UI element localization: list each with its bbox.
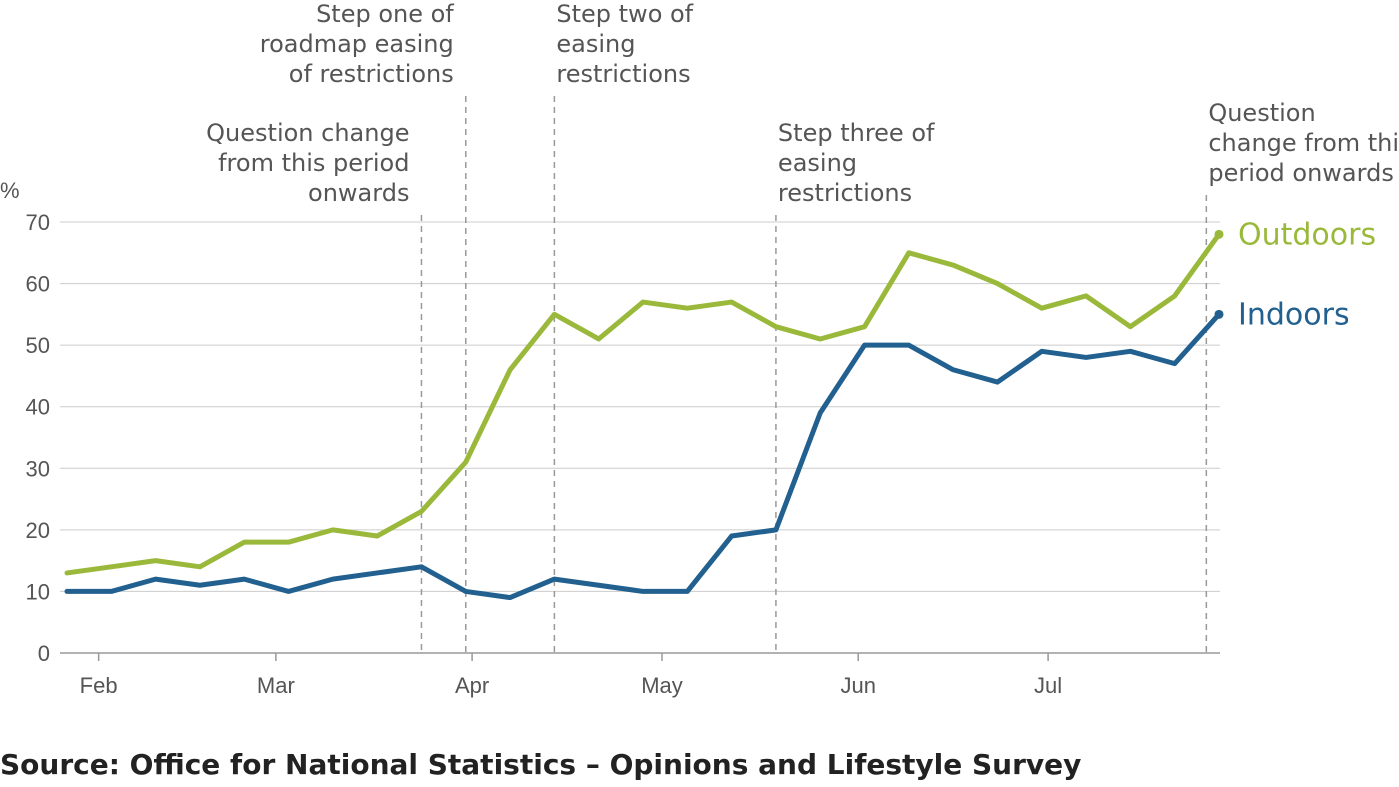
series-line-outdoors [64, 231, 1222, 576]
annotation-text: of restrictions [289, 60, 454, 88]
annotation-text: restrictions [556, 60, 690, 88]
y-tick-label: 10 [26, 579, 50, 604]
source-note: Source: Office for National Statistics –… [0, 748, 1082, 781]
series-label-outdoors: Outdoors [1238, 217, 1376, 252]
x-tick-label: May [641, 673, 683, 698]
series-line-indoors [64, 311, 1222, 601]
y-tick-label: 30 [26, 456, 50, 481]
axes: 0 10 20 30 40 50 60 70% Feb Mar Apr May Jun Jul [0, 178, 1062, 698]
series-end-marker [1214, 309, 1224, 319]
y-tick-label: 50 [26, 333, 50, 358]
x-tick-label: Jun [840, 673, 875, 698]
y-tick-label: 20 [26, 518, 50, 543]
y-tick-label: 40 [26, 395, 50, 420]
y-tick-label: 60 [26, 272, 50, 297]
series-lines: Outdoors Indoors [64, 217, 1376, 601]
series-end-marker [1214, 229, 1224, 239]
x-tick-label: Apr [455, 673, 489, 698]
annotation-text: Question change [206, 119, 409, 147]
annotation-text: Step one of [316, 0, 454, 28]
annotation-text: roadmap easing [260, 30, 454, 58]
annotation-text: change from thi [1208, 129, 1399, 157]
annotation-text: Step two of [556, 0, 693, 28]
annotation-text: Step three of [778, 119, 935, 147]
x-tick-label: Mar [257, 673, 295, 698]
annotation-text: period onwards [1208, 159, 1394, 187]
y-axis-label: % [0, 178, 20, 203]
gridlines [60, 221, 1220, 654]
y-tick-label: 70 [26, 210, 50, 235]
x-tick-label: Jul [1034, 673, 1062, 698]
annotation-text: from this period [218, 149, 409, 177]
annotation-text: easing [778, 149, 857, 177]
annotation-text: easing [556, 30, 635, 58]
annotation-text: onwards [308, 179, 409, 207]
annotation-text: restrictions [778, 179, 912, 207]
y-tick-label: 0 [38, 641, 50, 666]
annotation-text: Question [1208, 99, 1315, 127]
x-tick-label: Feb [80, 673, 118, 698]
series-label-indoors: Indoors [1238, 297, 1350, 332]
